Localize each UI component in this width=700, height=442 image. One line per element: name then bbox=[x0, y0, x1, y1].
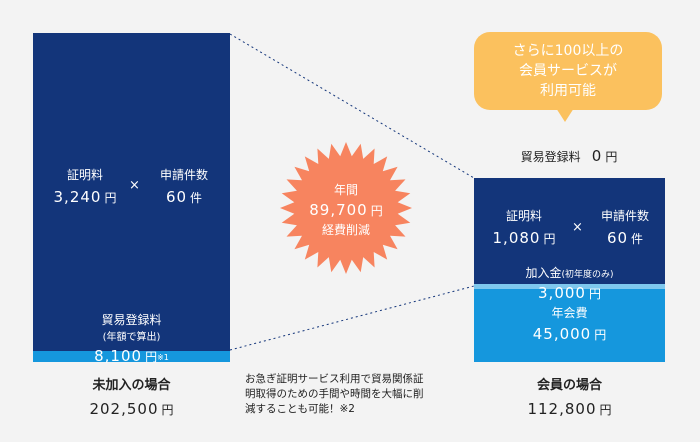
right-summary: 会員の場合 112,800 円 bbox=[474, 374, 665, 418]
right-join-yen: 円 bbox=[588, 287, 601, 301]
right-annual-fee-label: 年会費 bbox=[551, 306, 588, 320]
non-member-bar bbox=[33, 33, 230, 351]
right-title: 会員の場合 bbox=[536, 378, 602, 393]
left-app-count-label: 申請件数 bbox=[159, 168, 208, 182]
note-text: お急ぎ証明サービス利用で貿易関係証 明取得のための手間や時間を大幅に削 減するこ… bbox=[245, 372, 465, 417]
right-app-count-label: 申請件数 bbox=[600, 209, 649, 223]
non-member-trade-reg-strip bbox=[33, 351, 230, 362]
left-trade-reg-sub: (年額で算出) bbox=[102, 332, 161, 343]
right-times-sign: × bbox=[572, 220, 583, 235]
right-trade-yen: 円 bbox=[605, 150, 618, 164]
member-benefits-bubble: さらに100以上の 会員サービスが 利用可能 bbox=[474, 32, 662, 110]
left-summary: 未加入の場合 202,500 円 bbox=[33, 374, 230, 418]
left-count-unit: 件 bbox=[190, 191, 203, 205]
right-total-yen: 円 bbox=[599, 403, 612, 417]
left-trade-note: ※1 bbox=[157, 353, 169, 362]
bubble-line-2: 会員サービスが bbox=[518, 63, 617, 79]
left-times-sign: × bbox=[129, 178, 140, 193]
savings-label-top: 年間 bbox=[333, 183, 358, 197]
right-join-fee-value: 3,000 bbox=[538, 284, 586, 302]
right-join-fee-label: 加入金 bbox=[525, 266, 562, 280]
note-line-3: 減することも可能！※2 bbox=[245, 403, 355, 415]
right-join-fee: 加入金(初年度のみ) 3,000 円 bbox=[474, 262, 665, 302]
note-line-1: お急ぎ証明サービス利用で貿易関係証 bbox=[245, 373, 424, 385]
starburst-shape bbox=[280, 142, 412, 274]
note-line-2: 明取得のための手間や時間を大幅に削 bbox=[245, 388, 424, 400]
left-trade-reg-label: 貿易登録料 bbox=[101, 313, 162, 327]
savings-value: 89,700 bbox=[309, 201, 368, 219]
left-total: 202,500 bbox=[89, 400, 159, 418]
left-trade-reg-value: 8,100 bbox=[94, 347, 143, 365]
right-app-count: 申請件数 60 件 bbox=[588, 207, 662, 247]
right-cert-fee-value: 1,080 bbox=[492, 229, 541, 247]
right-total: 112,800 bbox=[527, 400, 597, 418]
left-app-count: 申請件数 60 件 bbox=[146, 166, 222, 206]
member-divider bbox=[474, 284, 665, 289]
left-trade-yen: 円 bbox=[145, 350, 158, 364]
savings-starburst bbox=[280, 142, 412, 274]
member-annual-fee-block bbox=[474, 289, 665, 362]
right-cert-fee-label: 証明料 bbox=[505, 209, 542, 223]
bubble-line-1: さらに100以上の bbox=[512, 43, 624, 59]
left-cert-fee-label: 証明料 bbox=[66, 168, 103, 182]
savings-label-bottom: 経費削減 bbox=[321, 223, 370, 237]
left-app-count-value: 60 bbox=[165, 188, 188, 206]
left-cert-yen: 円 bbox=[104, 191, 117, 205]
right-app-count-value: 60 bbox=[606, 229, 629, 247]
bubble-tail bbox=[556, 108, 574, 122]
right-count-unit: 件 bbox=[631, 232, 644, 246]
left-total-yen: 円 bbox=[161, 403, 174, 417]
left-cert-fee-value: 3,240 bbox=[53, 188, 102, 206]
right-annual-fee: 年会費 45,000 円 bbox=[474, 304, 665, 343]
right-join-fee-sub: (初年度のみ) bbox=[561, 270, 614, 280]
right-cert-yen: 円 bbox=[543, 232, 556, 246]
right-annual-fee-value: 45,000 bbox=[532, 325, 592, 343]
savings-yen: 円 bbox=[370, 204, 383, 218]
right-annual-yen: 円 bbox=[594, 328, 607, 342]
left-cert-fee: 証明料 3,240 円 bbox=[40, 166, 130, 206]
left-title: 未加入の場合 bbox=[92, 378, 171, 393]
left-trade-reg: 貿易登録料 (年額で算出) 8,100 円※1 bbox=[33, 311, 230, 365]
right-trade-reg-label: 貿易登録料 bbox=[520, 150, 581, 164]
right-trade-reg-value: 0 bbox=[591, 147, 603, 165]
bubble-line-3: 利用可能 bbox=[539, 83, 596, 99]
right-cert-fee: 証明料 1,080 円 bbox=[480, 207, 568, 247]
member-bar bbox=[474, 178, 665, 284]
savings-text: 年間 89,700 円 経費削減 bbox=[278, 181, 414, 238]
